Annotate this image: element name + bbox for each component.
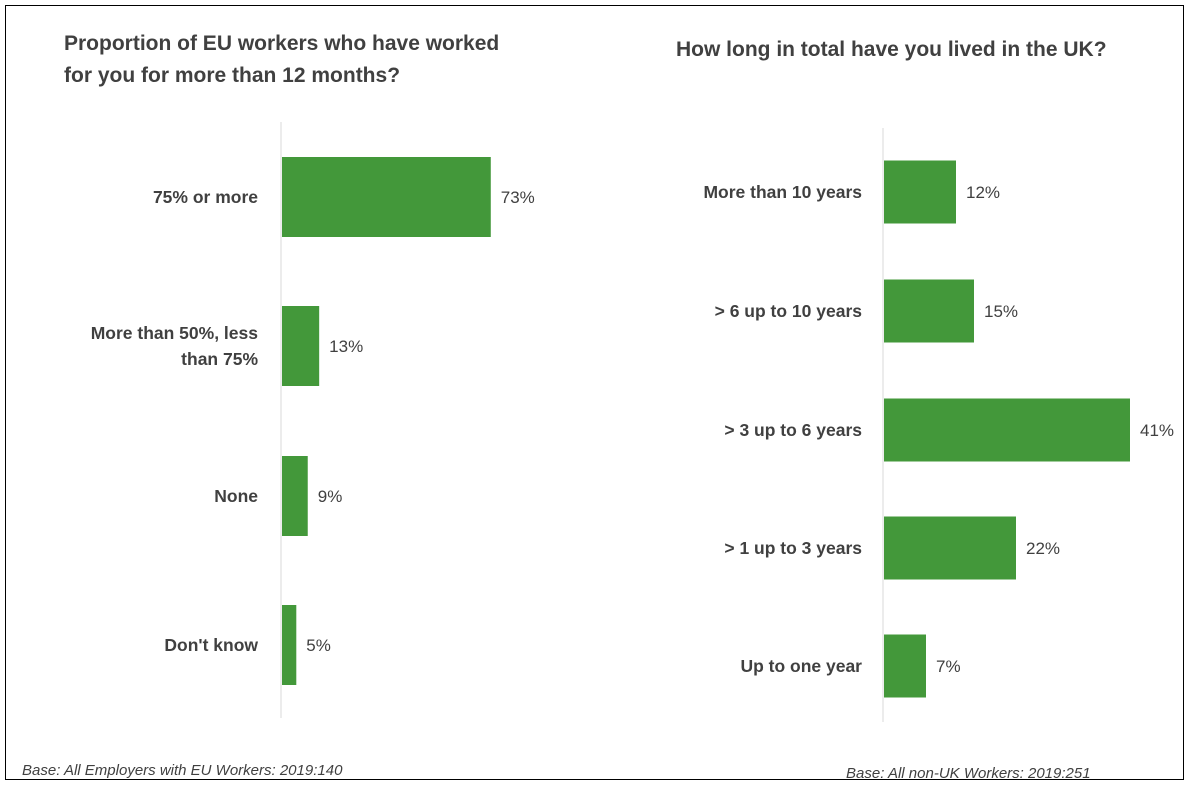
category-label-1: 75% or more [153,187,258,207]
bar-5 [884,634,926,698]
category-label-5: Up to one year [740,656,862,676]
bar-4 [282,605,297,685]
value-label-4: 5% [306,636,331,655]
category-label-1: More than 10 years [703,182,862,202]
bar-1 [282,157,491,237]
bar-2 [282,306,320,386]
right-base-note: Base: All non-UK Workers: 2019:251 [846,765,1091,782]
bar-3 [282,456,308,536]
category-label-4: > 1 up to 3 years [724,538,862,558]
figure-frame [5,5,1184,780]
bar-2 [884,279,974,343]
value-label-1: 12% [966,183,1000,202]
bar-3 [884,398,1130,462]
left-chart-title: Proportion of EU workers who have worked… [64,32,500,87]
value-label-1: 73% [501,188,535,207]
category-label-4: Don't know [164,635,258,655]
right-chart-title: How long in total have you lived in the … [676,38,1107,61]
value-label-4: 22% [1026,539,1060,558]
value-label-3: 9% [318,487,343,506]
category-label-3: > 3 up to 6 years [724,420,862,440]
category-label-2: More than 50%, less than 75% [91,323,259,369]
value-label-5: 7% [936,657,961,676]
value-label-2: 13% [329,337,363,356]
value-label-2: 15% [984,302,1018,321]
bar-4 [884,516,1016,580]
value-label-3: 41% [1140,421,1174,440]
left-bar-chart: 73% 75% or more 13% More than 50%, less than… [91,122,535,718]
category-label-2: > 6 up to 10 years [715,301,863,321]
category-label-3: None [214,486,258,506]
left-base-note: Base: All Employers with EU Workers: 201… [22,762,343,779]
bar-1 [884,160,956,224]
